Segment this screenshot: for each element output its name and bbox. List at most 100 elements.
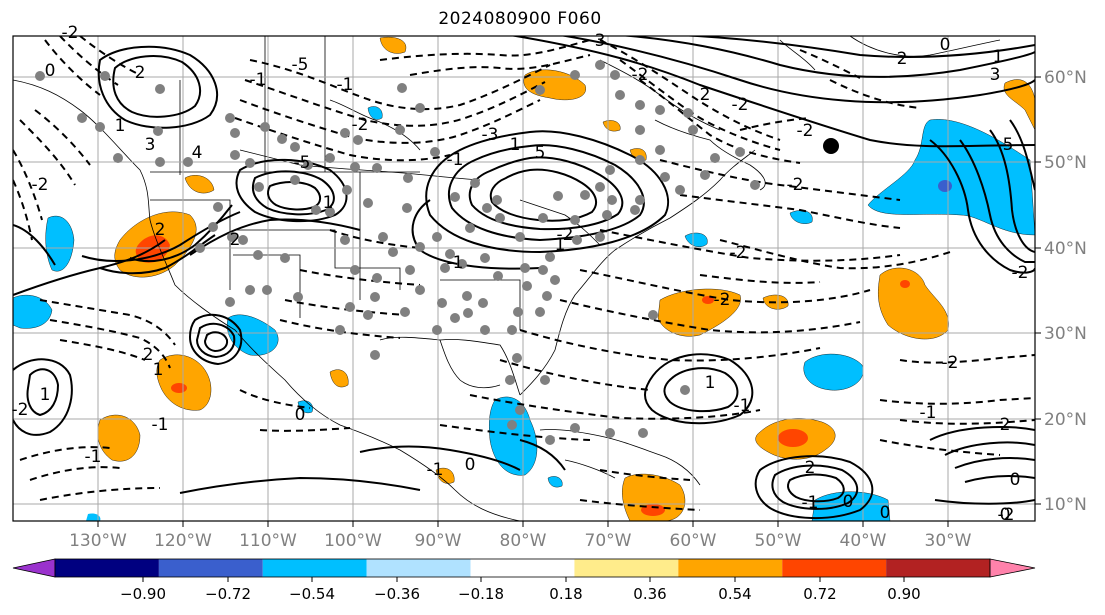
contour-label: -2	[942, 353, 959, 373]
orange-patch	[602, 120, 621, 132]
contour-label: -1	[447, 253, 464, 273]
contour-label: 2	[897, 49, 908, 69]
red-spot	[900, 280, 910, 288]
contour-label: 2	[700, 85, 711, 105]
contour-label: 1	[115, 116, 126, 136]
contour-label: 0	[1000, 505, 1011, 525]
contour-label: -5	[292, 55, 309, 75]
colorbar-segment	[366, 559, 471, 577]
contour-label: 0	[295, 405, 306, 425]
lon-tick-label: 120°W	[154, 531, 212, 551]
contour-label: -1	[250, 70, 267, 90]
lon-tick-label: 30°W	[925, 531, 972, 551]
contour-label: 1	[705, 373, 716, 393]
blue-patch	[547, 476, 563, 488]
contour-label: -2	[998, 505, 1015, 525]
contour-label: 1	[40, 385, 51, 405]
significance-dots	[35, 60, 760, 445]
colorbar-tick-label: 0.36	[633, 585, 666, 603]
contour-label: 1	[993, 47, 1004, 67]
colorbar-tick-label: −0.36	[374, 585, 420, 603]
colorbar-tick-label: 0.72	[803, 585, 836, 603]
contour-label: 1	[323, 193, 334, 213]
contour-label: 0	[880, 503, 891, 523]
lat-tick-label: 10°N	[1044, 495, 1087, 515]
orange-patch	[435, 467, 455, 484]
contour-label: -3	[482, 125, 499, 145]
blue-patch	[803, 353, 864, 391]
colorbar-segment	[678, 559, 783, 577]
contour-label: -2	[557, 225, 574, 245]
contour-label: -5	[294, 153, 311, 173]
contour-label: 4	[192, 143, 203, 163]
red-spot	[702, 296, 714, 304]
contour-label: -2	[787, 175, 804, 195]
contour-label: -2	[714, 290, 731, 310]
contour-label: 2	[1000, 415, 1011, 435]
contour-label: 5	[535, 143, 546, 163]
colorbar-tick-label: 0.18	[549, 585, 582, 603]
red-spot	[171, 383, 187, 393]
contour-label: 2	[805, 458, 816, 478]
blue-patch	[297, 400, 313, 414]
contour-label: 0	[940, 35, 951, 55]
colorbar-segment	[158, 559, 263, 577]
latitude-axis: 60°N 50°N 40°N 30°N 20°N 10°N	[1035, 68, 1087, 515]
lat-tick-label: 50°N	[1044, 153, 1087, 173]
colorbar-tick-label: 0.54	[718, 585, 751, 603]
orange-patch	[184, 175, 215, 194]
orange-patch	[1003, 79, 1035, 131]
contour-label: -1	[337, 75, 354, 95]
blue-patch	[86, 513, 101, 521]
colorbar-extend-high	[989, 558, 1036, 578]
colorbar-tick-label: −0.54	[289, 585, 335, 603]
red-spot	[778, 429, 808, 447]
lon-tick-label: 70°W	[585, 531, 632, 551]
colorbar-segment	[782, 559, 887, 577]
contour-label: -1	[152, 415, 169, 435]
lat-tick-label: 30°N	[1044, 324, 1087, 344]
contour-label: 1	[555, 235, 566, 255]
contour-label: -2	[1012, 263, 1029, 283]
colorbar-segment	[574, 559, 679, 577]
contour-label: 2	[230, 230, 241, 250]
contour-label: 2	[135, 63, 146, 83]
colorbar-tick-label: −0.18	[458, 585, 504, 603]
lat-tick-label: 60°N	[1044, 68, 1087, 88]
contour-label: -1	[447, 150, 464, 170]
contour-label: 3	[145, 135, 156, 155]
contour-label: 5	[1003, 135, 1014, 155]
contour-label: -2	[730, 243, 747, 263]
blue-patch	[13, 295, 53, 329]
contour-label: -2	[32, 175, 49, 195]
contour-label: 0	[1010, 470, 1021, 490]
lon-tick-label: 100°W	[324, 531, 382, 551]
contour-label: -1	[427, 460, 444, 480]
orange-patch	[329, 369, 349, 388]
colorbar-tick-label: −0.72	[205, 585, 251, 603]
dark-blue-spot	[938, 180, 952, 192]
lon-tick-label: 60°W	[670, 531, 717, 551]
map-title: 2024080900 F060	[438, 9, 602, 29]
lon-tick-label: 90°W	[415, 531, 462, 551]
contour-label: 0	[465, 455, 476, 475]
longitude-axis: 130°W 120°W 110°W 100°W 90°W 80°W 70°W 60°W 50°W…	[69, 521, 972, 551]
orange-patch	[622, 473, 686, 521]
contour-label: -2	[797, 121, 814, 141]
lon-tick-label: 40°W	[840, 531, 887, 551]
contour-label: 0	[45, 61, 56, 81]
contour-label: 0	[843, 492, 854, 512]
blue-patch-atlantic	[867, 119, 1035, 236]
lat-tick-label: 20°N	[1044, 410, 1087, 430]
solid-contours	[13, 36, 1035, 519]
colorbar-segment	[55, 559, 159, 577]
red-spot	[641, 504, 665, 516]
dashed-contours	[13, 36, 1035, 511]
colorbar-segment	[886, 559, 990, 577]
contour-label: -2	[732, 95, 749, 115]
plot-frame	[12, 35, 1036, 522]
lat-tick-label: 40°N	[1044, 239, 1087, 259]
storm-center-marker	[823, 138, 839, 154]
